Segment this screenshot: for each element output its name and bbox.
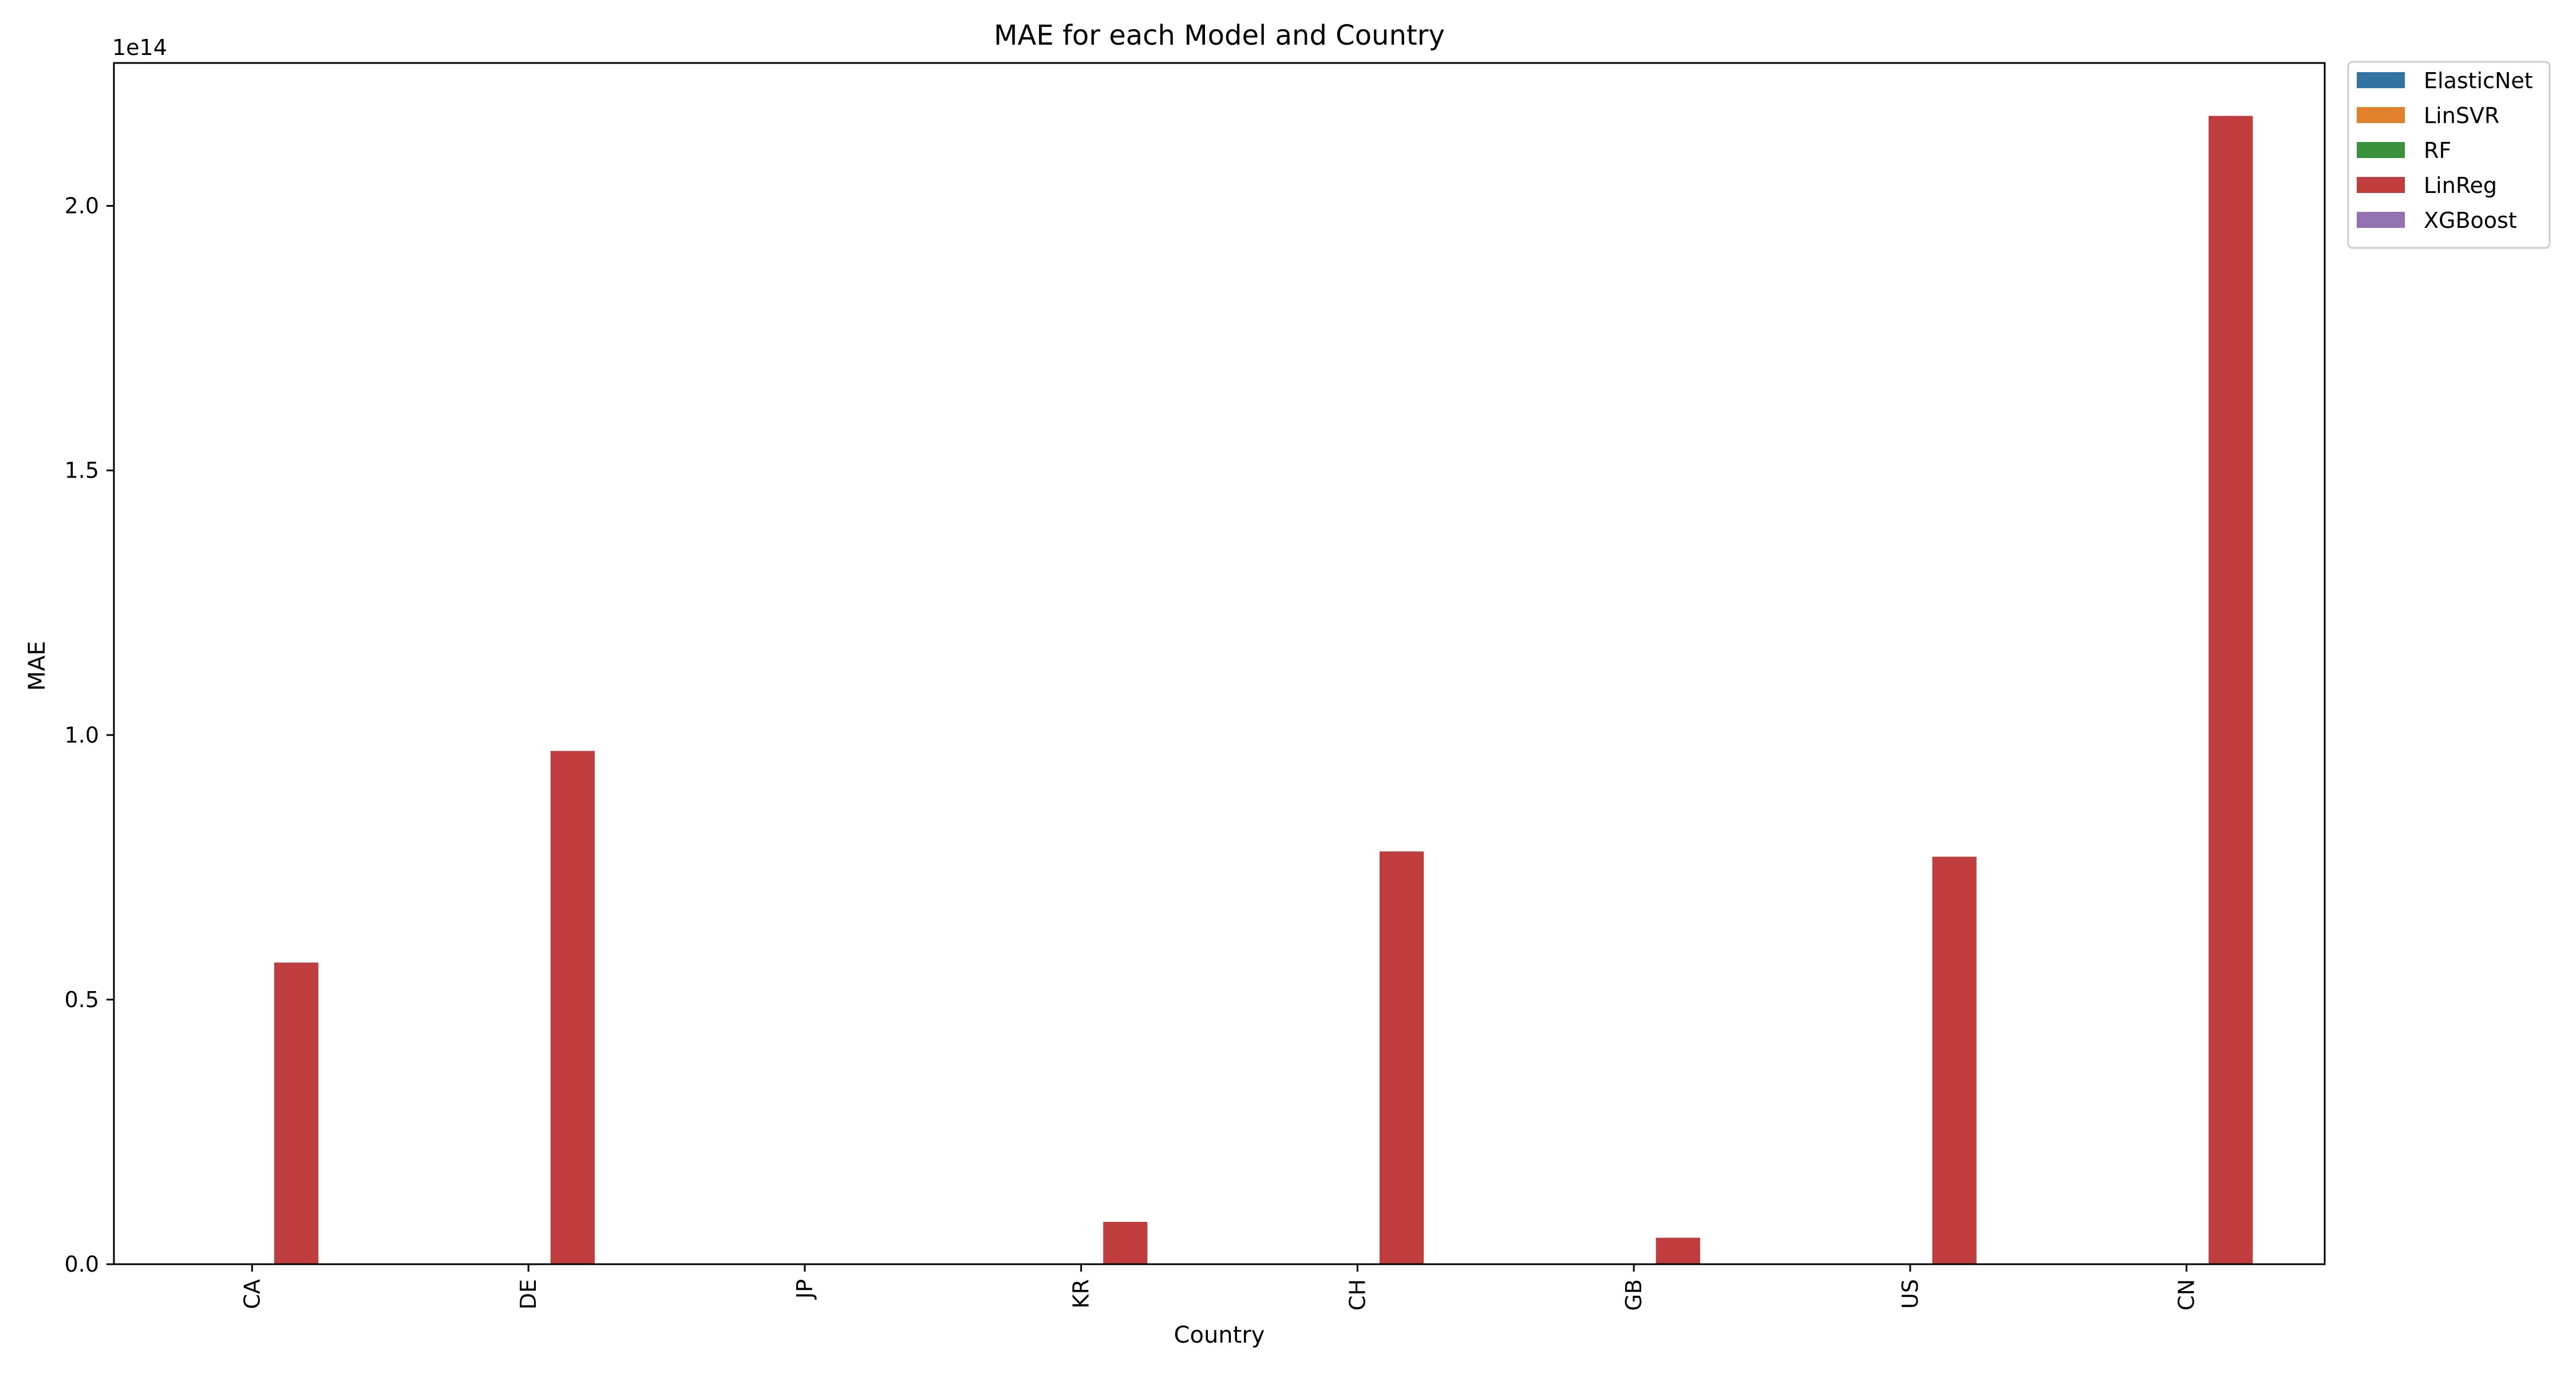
x-tick-label: US — [1898, 1279, 1923, 1309]
legend-label-elasticnet: ElasticNet — [2424, 68, 2533, 93]
bar-linreg-de — [550, 751, 595, 1264]
y-axis-label: MAE — [24, 641, 50, 691]
x-tick-label: DE — [516, 1279, 541, 1309]
bars-layer — [274, 116, 2253, 1264]
legend-label-linreg: LinReg — [2424, 173, 2497, 198]
bar-linreg-gb — [1656, 1237, 1700, 1264]
bar-linreg-ca — [274, 962, 319, 1264]
x-tick-label: GB — [1621, 1279, 1646, 1311]
x-tick-label: CA — [239, 1279, 264, 1309]
x-tick-label: JP — [792, 1279, 817, 1300]
plot-frame — [113, 62, 2326, 1265]
x-tick-label: CN — [2174, 1279, 2199, 1311]
legend: ElasticNet LinSVR RF LinReg XGBoost — [2347, 61, 2551, 249]
legend-label-linsvr: LinSVR — [2424, 103, 2499, 128]
legend-swatch-xgboost — [2357, 212, 2405, 228]
legend-swatch-linsvr — [2357, 107, 2405, 123]
x-tick-label: CH — [1345, 1279, 1370, 1311]
legend-swatch-elasticnet — [2357, 72, 2405, 88]
bar-linreg-us — [1932, 857, 1977, 1264]
chart-title: MAE for each Model and Country — [994, 19, 1445, 52]
x-tick-label: KR — [1069, 1279, 1094, 1308]
bar-linreg-cn — [2208, 116, 2253, 1264]
axis-layer: 0.0 0.5 1.0 1.5 2.0 CA DE JP KR CH GB US CN — [65, 194, 2199, 1311]
legend-swatch-linreg — [2357, 177, 2405, 193]
x-axis-label: Country — [1174, 1322, 1265, 1348]
y-tick-label: 2.0 — [65, 194, 99, 219]
y-tick-label: 1.5 — [65, 458, 99, 483]
legend-label-rf: RF — [2424, 138, 2451, 163]
y-tick-label: 1.0 — [65, 723, 99, 748]
y-tick-label: 0.0 — [65, 1252, 99, 1277]
bar-linreg-ch — [1380, 851, 1424, 1264]
y-scale-label: 1e14 — [112, 35, 167, 60]
bar-linreg-kr — [1103, 1222, 1148, 1264]
y-tick-label: 0.5 — [65, 987, 99, 1012]
legend-swatch-rf — [2357, 142, 2405, 158]
legend-label-xgboost: XGBoost — [2424, 208, 2517, 233]
